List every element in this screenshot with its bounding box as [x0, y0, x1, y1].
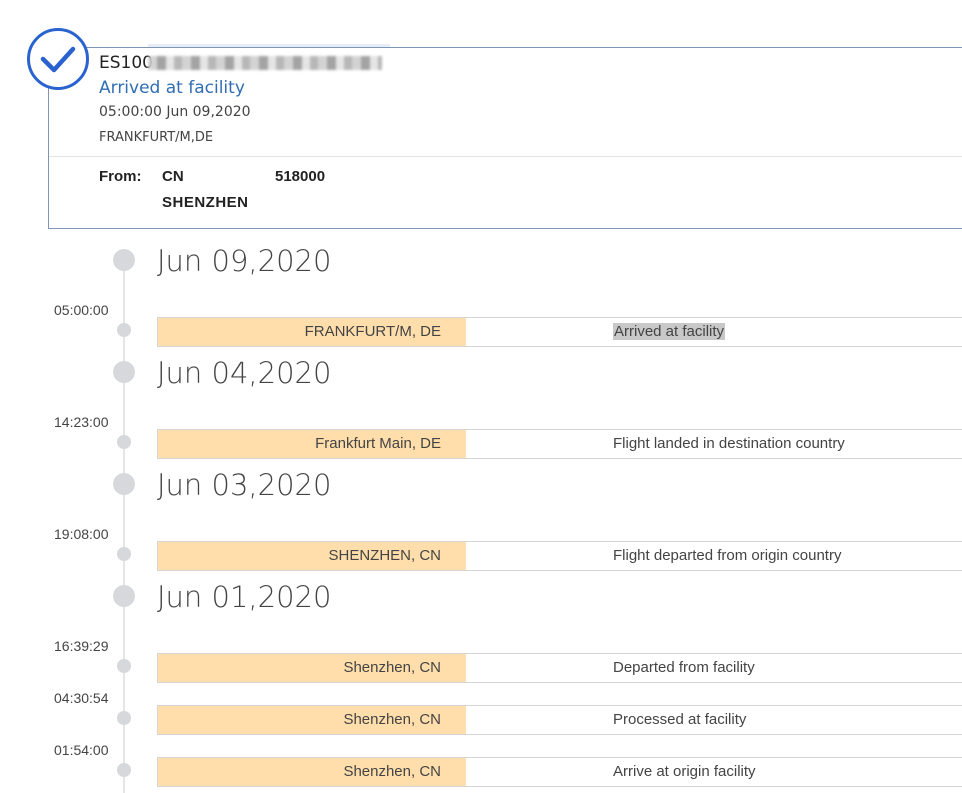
- event-marker-icon: [117, 323, 131, 337]
- event-row: FRANKFURT/M, DE Arrived at facility: [157, 317, 962, 347]
- shipment-summary-card: [48, 47, 962, 229]
- date-marker-icon: [113, 361, 135, 383]
- event-location: Shenzhen, CN: [158, 654, 466, 682]
- status-datetime: 05:00:00 Jun 09,2020: [99, 104, 251, 120]
- shipment-status: Arrived at facility: [99, 78, 245, 98]
- tracking-number-redacted: [148, 56, 382, 70]
- date-marker-icon: [113, 473, 135, 495]
- from-postal-code: 518000: [275, 168, 326, 185]
- event-location: Shenzhen, CN: [158, 706, 466, 734]
- event-marker-icon: [117, 711, 131, 725]
- status-location: FRANKFURT/M,DE: [99, 130, 214, 145]
- event-marker-icon: [117, 435, 131, 449]
- redaction-line: [148, 44, 390, 47]
- event-description: Departed from facility: [613, 659, 755, 676]
- date-marker-icon: [113, 249, 135, 271]
- event-row: Shenzhen, CN Arrive at origin facility: [157, 757, 962, 787]
- event-description: Arrived at facility: [613, 318, 726, 346]
- event-time: 19:08:00: [54, 526, 109, 542]
- date-heading: Jun 03,2020: [157, 468, 332, 502]
- date-marker-icon: [113, 585, 135, 607]
- event-marker-icon: [117, 547, 131, 561]
- event-location: FRANKFURT/M, DE: [158, 318, 466, 346]
- event-description-text: Arrived at facility: [613, 323, 726, 340]
- tracking-number: ES100: [99, 53, 153, 73]
- event-time: 04:30:54: [54, 690, 109, 706]
- event-row: Shenzhen, CN Processed at facility: [157, 705, 962, 735]
- event-time: 01:54:00: [54, 742, 109, 758]
- date-heading: Jun 01,2020: [157, 580, 332, 614]
- timeline-line: [123, 260, 125, 793]
- event-location: Frankfurt Main, DE: [158, 430, 466, 458]
- event-marker-icon: [117, 659, 131, 673]
- event-location: Shenzhen, CN: [158, 758, 466, 786]
- event-row: SHENZHEN, CN Flight departed from origin…: [157, 541, 962, 571]
- event-time: 14:23:00: [54, 414, 109, 430]
- event-row: Shenzhen, CN Departed from facility: [157, 653, 962, 683]
- delivered-check-icon: [27, 28, 89, 90]
- date-heading: Jun 09,2020: [157, 244, 332, 278]
- event-time: 05:00:00: [54, 302, 109, 318]
- from-city: SHENZHEN: [162, 194, 249, 211]
- event-time: 16:39:29: [54, 638, 109, 654]
- from-country: CN: [162, 168, 184, 185]
- event-description: Arrive at origin facility: [613, 763, 756, 780]
- event-description: Flight departed from origin country: [613, 547, 842, 564]
- date-heading: Jun 04,2020: [157, 356, 332, 390]
- card-divider: [49, 156, 962, 157]
- from-label: From:: [99, 168, 142, 185]
- event-description: Flight landed in destination country: [613, 435, 845, 452]
- event-location: SHENZHEN, CN: [158, 542, 466, 570]
- event-marker-icon: [117, 763, 131, 777]
- event-row: Frankfurt Main, DE Flight landed in dest…: [157, 429, 962, 459]
- event-description: Processed at facility: [613, 711, 747, 728]
